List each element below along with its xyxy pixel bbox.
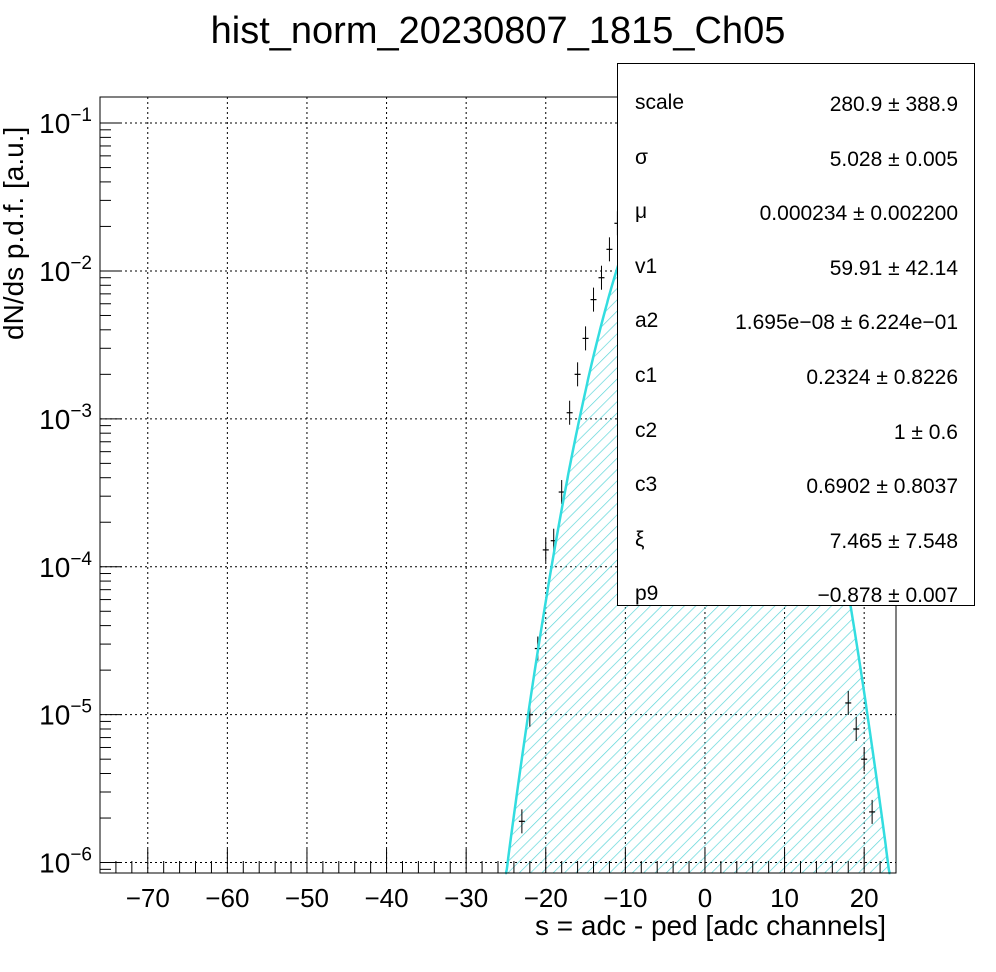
y-tick-label: 10−2 (39, 253, 92, 287)
stat-value: 1 ± 0.6 (893, 420, 958, 444)
stat-row: c3 0.6902 ± 0.8037 (618, 459, 974, 513)
y-tick-label: 10−3 (39, 401, 92, 435)
stat-value: 0.2324 ± 0.8226 (806, 366, 958, 389)
stat-value: 0.000234 ± 0.002200 (759, 202, 958, 226)
y-axis-label: dN/ds p.d.f. [a.u.] (0, 126, 29, 340)
x-tick-label: −50 (285, 883, 329, 913)
x-axis-label: s = adc - ped [adc channels] (535, 910, 886, 941)
stat-name: ξ (635, 527, 645, 551)
chart-title: hist_norm_20230807_1815_Ch05 (210, 10, 786, 52)
stat-name: c1 (635, 364, 658, 387)
x-tick-label: 10 (770, 883, 799, 913)
x-tick-label: 20 (850, 883, 879, 913)
stat-name: p9 (635, 582, 659, 606)
stat-row: c1 0.2324 ± 0.8226 (618, 350, 974, 404)
x-tick-label: −10 (603, 883, 647, 913)
stat-value: 59.91 ± 42.14 (829, 256, 958, 280)
stat-value: −0.878 ± 0.007 (817, 584, 958, 608)
stat-row: a2 1.695e−08 ± 6.224e−01 (618, 295, 974, 349)
stat-value: 1.695e−08 ± 6.224e−01 (735, 311, 958, 335)
stat-value: 5.028 ± 0.005 (829, 147, 958, 171)
stat-row: c2 1 ± 0.6 (618, 405, 974, 459)
stat-value: 7.465 ± 7.548 (829, 529, 958, 553)
x-tick-label: −30 (444, 883, 488, 913)
y-tick-label: 10−1 (39, 105, 92, 139)
x-tick-label: −70 (126, 883, 170, 913)
stat-name: c2 (635, 418, 658, 442)
stat-row: p9 −0.878 ± 0.007 (618, 568, 974, 622)
stat-row: μ 0.000234 ± 0.002200 (618, 186, 974, 240)
stat-row: ξ 7.465 ± 7.548 (618, 514, 974, 568)
stat-name: scale (635, 91, 685, 114)
x-tick-label: 0 (698, 883, 712, 913)
stat-name: μ (635, 200, 648, 224)
stat-value: 0.6902 ± 0.8037 (806, 475, 958, 499)
fit-stats-box: scale 280.9 ± 388.9 σ 5.028 ± 0.005 μ 0.00023… (617, 63, 975, 607)
stat-row: v1 59.91 ± 42.14 (618, 241, 974, 295)
stat-value: 280.9 ± 388.9 (829, 93, 958, 116)
y-tick-label: 10−6 (39, 845, 92, 879)
stat-name: a2 (635, 309, 659, 333)
stat-name: c3 (635, 473, 658, 497)
y-tick-label: 10−4 (39, 549, 92, 583)
stat-name: σ (635, 145, 648, 169)
stat-row: scale 280.9 ± 388.9 (618, 77, 974, 131)
x-tick-label: −60 (205, 883, 249, 913)
x-tick-label: −20 (524, 883, 568, 913)
x-tick-label: −40 (365, 883, 409, 913)
stat-row: σ 5.028 ± 0.005 (618, 132, 974, 186)
y-tick-label: 10−5 (39, 697, 92, 731)
stat-name: v1 (635, 254, 658, 278)
